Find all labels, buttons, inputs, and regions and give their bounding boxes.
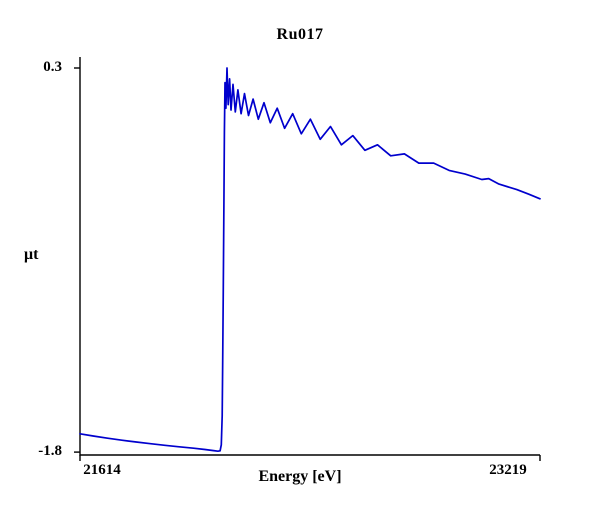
spectrum-line [79,67,541,453]
axis-lines [79,57,540,456]
x-axis-label: Energy [eV] [258,468,342,485]
y-axis-tick-max: 0.3 [43,59,62,75]
chart-title: Ru017 [276,26,324,43]
y-axis-tick-min: -1.8 [38,443,62,459]
y-axis-label: μt [24,246,39,263]
x-axis-tick-max: 23219 [489,462,527,478]
x-axis-tick-min: 21614 [83,462,121,478]
